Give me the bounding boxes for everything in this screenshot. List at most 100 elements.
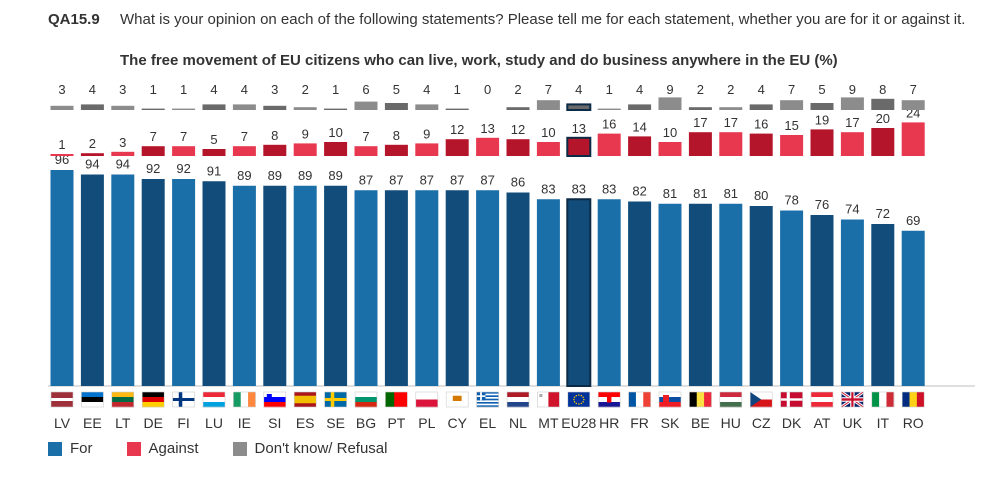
category-label-hr: HR — [599, 415, 619, 431]
chart-header: QA15.9 What is your opinion on each of th… — [48, 10, 988, 30]
category-label-sk: SK — [661, 415, 680, 431]
for-label-eu28: 83 — [572, 181, 586, 196]
dontknow-label-ie: 4 — [241, 82, 248, 97]
against-label-el: 13 — [480, 121, 494, 136]
dontknow-label-nl: 2 — [514, 82, 521, 97]
dontknow-label-lt: 3 — [119, 82, 126, 97]
dontknow-bar-ie — [232, 104, 256, 110]
for-bar-sk — [658, 203, 682, 386]
legend-swatch-against — [126, 441, 141, 456]
against-label-sk: 10 — [663, 125, 677, 140]
dontknow-label-it: 8 — [879, 82, 886, 97]
dontknow-bar-eu28 — [566, 103, 592, 112]
against-bar-sk — [658, 142, 682, 156]
against-label-mt: 10 — [541, 125, 555, 140]
flag-sk-icon — [658, 391, 682, 408]
against-bar-se — [324, 142, 348, 156]
flag-cz-icon — [749, 391, 773, 408]
for-bar-bg — [354, 190, 378, 386]
for-bar-at — [810, 215, 834, 386]
category-label-cy: CY — [447, 415, 467, 431]
against-label-se: 10 — [328, 125, 342, 140]
against-bar-eu28 — [566, 136, 592, 158]
against-label-hr: 16 — [602, 117, 616, 132]
against-bar-ro — [901, 122, 925, 156]
dontknow-bar-pl — [415, 104, 439, 110]
for-label-ro: 69 — [906, 213, 920, 228]
category-label-pt: PT — [387, 415, 405, 431]
dontknow-bar-lv — [50, 105, 74, 110]
dontknow-label-pt: 5 — [393, 82, 400, 97]
for-bar-ee — [80, 174, 104, 386]
dontknow-bar-uk — [840, 97, 864, 110]
against-bar-cy — [445, 139, 469, 156]
dontknow-bar-se — [324, 108, 348, 110]
flag-eu28-icon — [567, 391, 591, 408]
dontknow-bar-at — [810, 103, 834, 110]
flag-ro-icon — [901, 391, 925, 408]
flag-mt-icon — [537, 391, 560, 408]
category-label-nl: NL — [509, 415, 527, 431]
against-bar-lt — [111, 151, 135, 156]
against-label-pl: 9 — [423, 126, 430, 141]
dontknow-bar-ro — [901, 100, 925, 110]
for-bar-lu — [202, 181, 226, 386]
against-label-cz: 16 — [754, 117, 768, 132]
dontknow-bar-ee — [80, 104, 104, 110]
for-label-se: 89 — [328, 168, 342, 183]
against-label-be: 17 — [693, 115, 707, 130]
flag-hr-icon — [597, 391, 621, 408]
flag-lt-icon — [111, 391, 135, 408]
against-label-ee: 2 — [89, 136, 96, 151]
dontknow-label-uk: 9 — [849, 82, 856, 97]
legend-item-for: For — [48, 440, 93, 457]
for-label-ie: 89 — [237, 168, 251, 183]
against-label-uk: 17 — [845, 115, 859, 130]
category-label-cz: CZ — [752, 415, 771, 431]
for-label-hu: 81 — [724, 186, 738, 201]
flag-hu-icon — [719, 391, 743, 408]
flag-lu-icon — [202, 391, 226, 408]
for-bar-hu — [719, 203, 743, 386]
for-label-cy: 87 — [450, 172, 464, 187]
category-label-fr: FR — [630, 415, 649, 431]
against-bar-nl — [506, 139, 530, 156]
against-bar-cz — [749, 133, 773, 156]
dontknow-label-el: 0 — [484, 82, 491, 97]
against-bar-mt — [536, 142, 560, 156]
against-label-es: 9 — [302, 126, 309, 141]
dontknow-label-pl: 4 — [423, 82, 430, 97]
legend-swatch-dontknow — [232, 441, 247, 456]
for-bar-ro — [901, 230, 925, 386]
category-label-es: ES — [296, 415, 315, 431]
question-text: What is your opinion on each of the foll… — [120, 11, 966, 28]
flag-ie-icon — [233, 391, 256, 408]
for-bar-pt — [384, 190, 408, 386]
dontknow-label-sk: 9 — [666, 82, 673, 97]
chart-title: The free movement of EU citizens who can… — [120, 52, 838, 69]
against-label-pt: 8 — [393, 128, 400, 143]
against-bar-lv — [50, 154, 74, 156]
legend-item-against: Against — [126, 440, 199, 457]
flag-si-icon — [263, 391, 287, 408]
flag-lv-icon — [50, 391, 74, 408]
category-label-si: SI — [268, 415, 281, 431]
against-bar-dk — [780, 135, 804, 156]
category-label-se: SE — [326, 415, 345, 431]
category-label-eu28: EU28 — [561, 415, 596, 431]
for-label-lt: 94 — [116, 157, 130, 172]
legend: For Against Don't know/ Refusal — [48, 440, 421, 457]
dontknow-label-fr: 4 — [636, 82, 643, 97]
dontknow-label-lu: 4 — [210, 82, 217, 97]
flag-at-icon — [810, 391, 834, 408]
flag-uk-icon — [840, 390, 865, 409]
category-label-de: DE — [143, 415, 162, 431]
for-label-at: 76 — [815, 197, 829, 212]
for-label-de: 92 — [146, 161, 160, 176]
against-bar-el — [476, 137, 500, 156]
against-bar-ie — [232, 146, 256, 156]
against-label-eu28: 13 — [572, 121, 586, 136]
dontknow-label-cy: 1 — [454, 82, 461, 97]
against-bar-de — [141, 146, 165, 156]
against-bar-pl — [415, 143, 439, 156]
